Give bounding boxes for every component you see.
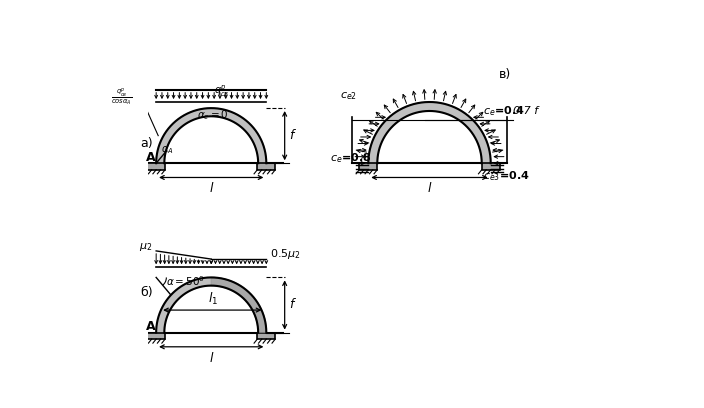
Text: $c_{e3}$=0.4: $c_{e3}$=0.4	[482, 169, 529, 183]
Text: l: l	[210, 182, 213, 195]
Text: $c_{e2}$: $c_{e2}$	[340, 90, 357, 102]
Text: в): в)	[499, 67, 511, 80]
Text: а): а)	[140, 137, 153, 150]
Polygon shape	[156, 108, 266, 163]
Text: f: f	[289, 129, 294, 142]
Text: $q^p_{cв}$: $q^p_{cв}$	[214, 84, 230, 99]
Text: б): б)	[140, 286, 153, 299]
Text: l: l	[428, 182, 432, 195]
Polygon shape	[359, 163, 377, 170]
Text: l: l	[210, 352, 213, 365]
Text: $\alpha=50^0$: $\alpha=50^0$	[166, 275, 206, 288]
Polygon shape	[258, 333, 275, 339]
Text: $l_1$: $l_1$	[208, 291, 218, 307]
Text: $\mu_2$: $\mu_2$	[139, 241, 153, 253]
Text: A: A	[146, 151, 156, 164]
Text: 0.7 f: 0.7 f	[513, 106, 539, 116]
Polygon shape	[156, 277, 266, 333]
Polygon shape	[368, 102, 491, 163]
Text: f: f	[289, 299, 294, 311]
Polygon shape	[211, 277, 266, 333]
Text: $\alpha_A$: $\alpha_A$	[161, 144, 174, 155]
Polygon shape	[147, 163, 165, 170]
Text: $c_e$=0.4: $c_e$=0.4	[482, 104, 524, 118]
Text: $c_e$=0.8: $c_e$=0.8	[329, 151, 371, 165]
Text: A: A	[146, 320, 156, 333]
Polygon shape	[147, 333, 165, 339]
Text: $0.5\mu_2$: $0.5\mu_2$	[270, 247, 301, 261]
Polygon shape	[482, 163, 500, 170]
Text: $\frac{q^p_{cв}}{cos\alpha_A}$: $\frac{q^p_{cв}}{cos\alpha_A}$	[111, 87, 132, 107]
Text: $\alpha_c=0$: $\alpha_c=0$	[197, 108, 229, 122]
Polygon shape	[258, 163, 275, 170]
